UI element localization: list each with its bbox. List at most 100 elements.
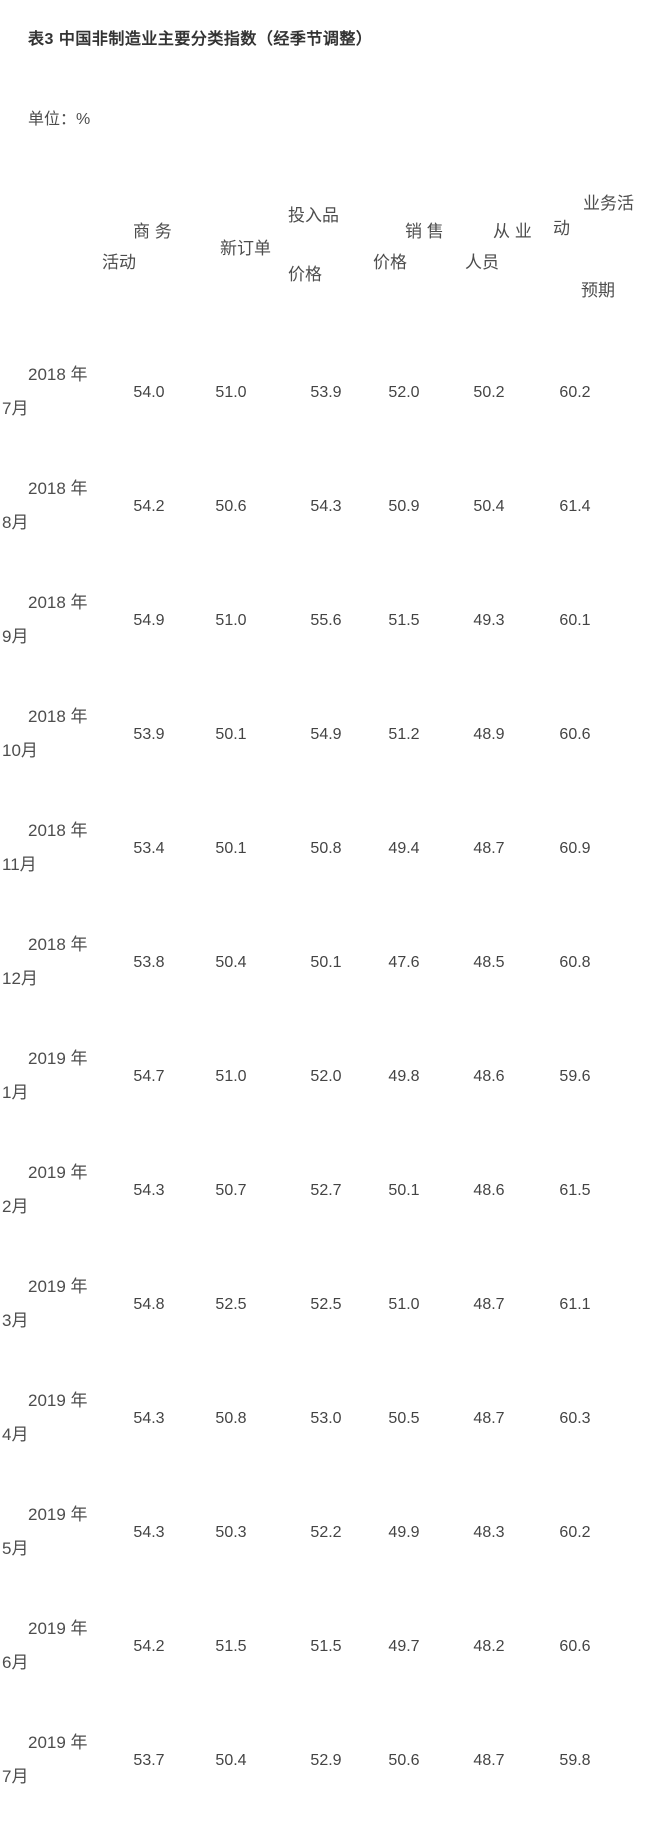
table-body: 2018 年 7月 54.0 51.0 53.9 52.0 50.2 60.2 … bbox=[0, 335, 647, 1817]
cell-business-activity: 54.3 bbox=[133, 1182, 165, 1199]
cell-business-activity: 53.9 bbox=[133, 726, 165, 743]
row-month-label: 7月 bbox=[2, 399, 29, 418]
row-year-label: 2018 年 bbox=[28, 935, 88, 954]
cell-input-prices: 53.9 bbox=[310, 384, 342, 401]
cell-new-orders: 51.0 bbox=[215, 1068, 247, 1085]
col-header-business-activity-line1: 商 务 bbox=[133, 222, 172, 241]
table-row: 2018 年 7月 54.0 51.0 53.9 52.0 50.2 60.2 bbox=[0, 335, 647, 449]
cell-input-prices: 52.7 bbox=[310, 1182, 342, 1199]
cell-input-prices: 52.2 bbox=[310, 1524, 342, 1541]
cell-employment: 50.2 bbox=[473, 384, 505, 401]
col-header-employment-line2: 人员 bbox=[465, 253, 499, 272]
row-month-label: 2月 bbox=[2, 1197, 29, 1216]
row-year-label: 2019 年 bbox=[28, 1733, 88, 1752]
col-header-input-prices-line2: 价格 bbox=[288, 265, 322, 284]
row-year-label: 2018 年 bbox=[28, 707, 88, 726]
table-title: 表3 中国非制造业主要分类指数（经季节调整） bbox=[28, 31, 373, 48]
row-month-label: 10月 bbox=[2, 741, 38, 760]
row-year-label: 2019 年 bbox=[28, 1505, 88, 1524]
cell-selling-prices: 51.0 bbox=[388, 1296, 420, 1313]
cell-new-orders: 50.1 bbox=[215, 840, 247, 857]
cell-new-orders: 51.5 bbox=[215, 1638, 247, 1655]
row-year-label: 2019 年 bbox=[28, 1277, 88, 1296]
table-row: 2019 年 2月 54.3 50.7 52.7 50.1 48.6 61.5 bbox=[0, 1133, 647, 1247]
table-row: 2019 年 5月 54.3 50.3 52.2 49.9 48.3 60.2 bbox=[0, 1475, 647, 1589]
cell-new-orders: 52.5 bbox=[215, 1296, 247, 1313]
cell-employment: 48.5 bbox=[473, 954, 505, 971]
table-row: 2018 年 9月 54.9 51.0 55.6 51.5 49.3 60.1 bbox=[0, 563, 647, 677]
cell-expectation: 59.6 bbox=[559, 1068, 591, 1085]
cell-business-activity: 54.0 bbox=[133, 384, 165, 401]
cell-selling-prices: 50.5 bbox=[388, 1410, 420, 1427]
table-row: 2019 年 3月 54.8 52.5 52.5 51.0 48.7 61.1 bbox=[0, 1247, 647, 1361]
row-month-label: 3月 bbox=[2, 1311, 29, 1330]
cell-expectation: 61.5 bbox=[559, 1182, 591, 1199]
cell-input-prices: 52.5 bbox=[310, 1296, 342, 1313]
col-header-input-prices-line1: 投入品 bbox=[288, 206, 339, 225]
cell-employment: 48.7 bbox=[473, 840, 505, 857]
cell-input-prices: 54.9 bbox=[310, 726, 342, 743]
cell-new-orders: 50.1 bbox=[215, 726, 247, 743]
cell-new-orders: 51.0 bbox=[215, 612, 247, 629]
row-month-label: 7月 bbox=[2, 1767, 29, 1786]
cell-expectation: 61.4 bbox=[559, 498, 591, 515]
row-year-label: 2018 年 bbox=[28, 593, 88, 612]
table-row: 2018 年 12月 53.8 50.4 50.1 47.6 48.5 60.8 bbox=[0, 905, 647, 1019]
cell-business-activity: 54.9 bbox=[133, 612, 165, 629]
cell-expectation: 60.9 bbox=[559, 840, 591, 857]
cell-expectation: 60.6 bbox=[559, 726, 591, 743]
col-header-business-activity-line2: 活动 bbox=[102, 253, 136, 272]
row-year-label: 2018 年 bbox=[28, 365, 88, 384]
row-year-label: 2019 年 bbox=[28, 1391, 88, 1410]
cell-selling-prices: 49.7 bbox=[388, 1638, 420, 1655]
cell-business-activity: 53.7 bbox=[133, 1752, 165, 1769]
cell-new-orders: 50.7 bbox=[215, 1182, 247, 1199]
cell-input-prices: 53.0 bbox=[310, 1410, 342, 1427]
table-row: 2018 年 10月 53.9 50.1 54.9 51.2 48.9 60.6 bbox=[0, 677, 647, 791]
cell-employment: 48.7 bbox=[473, 1296, 505, 1313]
cell-expectation: 60.6 bbox=[559, 1638, 591, 1655]
cell-expectation: 60.2 bbox=[559, 1524, 591, 1541]
cell-selling-prices: 51.5 bbox=[388, 612, 420, 629]
row-month-label: 4月 bbox=[2, 1425, 29, 1444]
cell-new-orders: 50.8 bbox=[215, 1410, 247, 1427]
cell-input-prices: 50.1 bbox=[310, 954, 342, 971]
cell-business-activity: 54.7 bbox=[133, 1068, 165, 1085]
row-year-label: 2019 年 bbox=[28, 1619, 88, 1638]
cell-input-prices: 52.0 bbox=[310, 1068, 342, 1085]
cell-input-prices: 51.5 bbox=[310, 1638, 342, 1655]
cell-selling-prices: 49.9 bbox=[388, 1524, 420, 1541]
cell-expectation: 60.2 bbox=[559, 384, 591, 401]
cell-business-activity: 54.3 bbox=[133, 1410, 165, 1427]
cell-selling-prices: 49.8 bbox=[388, 1068, 420, 1085]
cell-employment: 48.3 bbox=[473, 1524, 505, 1541]
cell-selling-prices: 51.2 bbox=[388, 726, 420, 743]
table-row: 2019 年 1月 54.7 51.0 52.0 49.8 48.6 59.6 bbox=[0, 1019, 647, 1133]
cell-expectation: 60.3 bbox=[559, 1410, 591, 1427]
cell-input-prices: 50.8 bbox=[310, 840, 342, 857]
cell-expectation: 60.8 bbox=[559, 954, 591, 971]
cell-new-orders: 50.6 bbox=[215, 498, 247, 515]
cell-expectation: 60.1 bbox=[559, 612, 591, 629]
col-header-new-orders: 新订单 bbox=[220, 239, 271, 258]
table-row: 2019 年 7月 53.7 50.4 52.9 50.6 48.7 59.8 bbox=[0, 1703, 647, 1817]
cell-employment: 50.4 bbox=[473, 498, 505, 515]
cell-selling-prices: 50.9 bbox=[388, 498, 420, 515]
col-header-employment-line1: 从 业 bbox=[493, 222, 532, 241]
cell-selling-prices: 50.6 bbox=[388, 1752, 420, 1769]
unit-label: 单位：% bbox=[28, 111, 91, 128]
cell-business-activity: 53.4 bbox=[133, 840, 165, 857]
cell-employment: 48.2 bbox=[473, 1638, 505, 1655]
cell-new-orders: 51.0 bbox=[215, 384, 247, 401]
cell-employment: 48.7 bbox=[473, 1752, 505, 1769]
row-month-label: 12月 bbox=[2, 969, 38, 988]
col-header-expectation-line3: 预期 bbox=[581, 281, 615, 300]
cell-business-activity: 54.8 bbox=[133, 1296, 165, 1313]
row-year-label: 2019 年 bbox=[28, 1163, 88, 1182]
row-month-label: 11月 bbox=[2, 855, 37, 874]
col-header-selling-prices-line1: 销 售 bbox=[405, 222, 444, 241]
cell-employment: 48.6 bbox=[473, 1068, 505, 1085]
row-year-label: 2018 年 bbox=[28, 479, 88, 498]
table-row: 2019 年 6月 54.2 51.5 51.5 49.7 48.2 60.6 bbox=[0, 1589, 647, 1703]
cell-employment: 49.3 bbox=[473, 612, 505, 629]
